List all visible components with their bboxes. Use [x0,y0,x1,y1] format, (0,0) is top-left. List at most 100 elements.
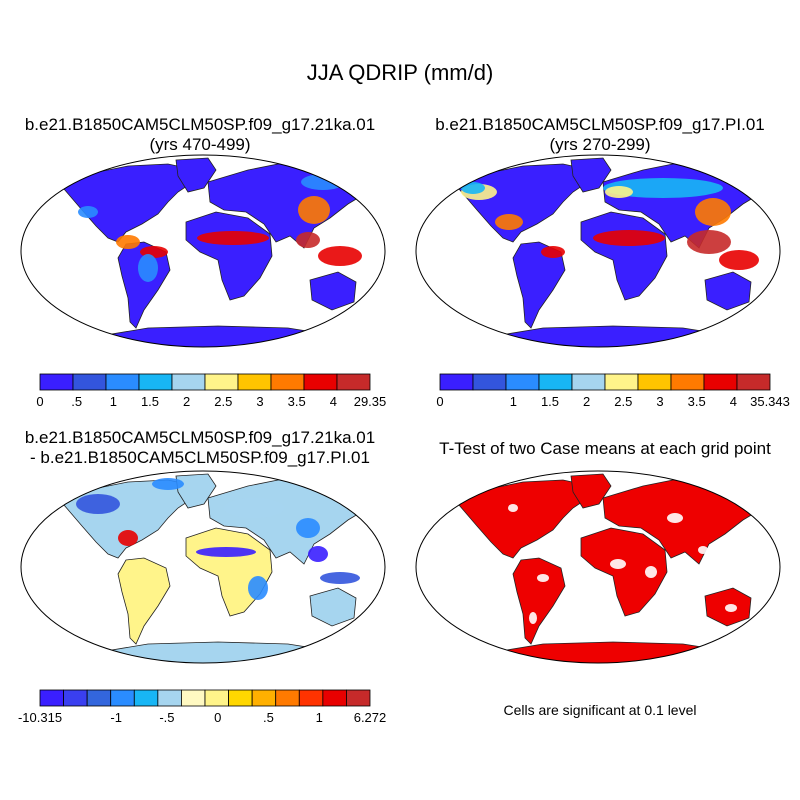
colorbar-tick-label: 3 [656,394,663,409]
landmass-greenland [175,157,217,193]
colorbar-tick-label: 1 [510,394,517,409]
field-region [196,547,256,557]
colorbar-swatch [275,689,300,707]
field-region [118,530,138,546]
colorbar-swatch [604,373,639,391]
map-panel-tl [20,154,386,348]
panel-tr-title-line1: b.e21.B1850CAM5CLM50SP.f09_g17.PI.01 [435,115,765,134]
colorbar-swatch [39,689,64,707]
significance-note: Cells are significant at 0.1 level [503,702,697,718]
map-panel-br [415,470,781,664]
map-border [415,154,781,348]
field-region [296,232,320,248]
colorbar-swatch [105,373,140,391]
field-region [318,246,362,266]
colorbar-swatch [322,689,347,707]
field-region [76,494,120,514]
colorbar-tick-label: .5 [71,394,82,409]
colorbar-tick-label: -.5 [159,710,174,725]
colorbar-tick-label: 2 [183,394,190,409]
field-region [298,196,330,224]
panel-tl-title-line2: (yrs 470-499) [149,135,251,154]
map-border [415,470,781,664]
panel-bl-title: b.e21.B1850CAM5CLM50SP.f09_g17.21ka.01 -… [0,428,400,468]
colorbar-swatch [346,689,371,707]
panel-bl-title-line2: - b.e21.B1850CAM5CLM50SP.f09_g17.PI.01 [30,448,370,467]
field-region [116,235,140,249]
field-region [687,230,731,254]
landmass-north-america [57,163,197,243]
panel-br-title: T-Test of two Case means at each grid po… [439,439,771,458]
field-region [610,559,626,569]
panel-tl-title-line1: b.e21.B1850CAM5CLM50SP.f09_g17.21ka.01 [24,115,376,134]
field-region [197,231,269,245]
field-region [152,478,184,490]
panel-bl-title-line1: b.e21.B1850CAM5CLM50SP.f09_g17.21ka.01 [24,428,376,447]
field-region [541,246,565,258]
colorbar-swatch [303,373,338,391]
field-region [138,254,158,282]
panel-tl-title: b.e21.B1850CAM5CLM50SP.f09_g17.21ka.01 (… [0,115,400,155]
colorbar-swatch [39,373,74,391]
colorbar-tick-label: 3.5 [688,394,706,409]
figure-title: JJA QDRIP (mm/d) [306,60,494,85]
colorbar-tick-label: -10.315 [18,710,62,725]
colorbar-tick-label: 6.272 [354,710,387,725]
colorbar-bl: -10.315 -1 -.5 0 .5 1 6.272 [18,689,387,725]
colorbar-swatch [637,373,672,391]
field-region [128,568,156,608]
colorbar-tick-label: 35.343 [750,394,790,409]
colorbar-swatch [538,373,573,391]
field-region [605,186,633,198]
colorbar-tick-label: 2.5 [214,394,232,409]
field-region [320,572,360,584]
colorbar-tick-label: 4 [330,394,337,409]
landmass-greenland [570,473,612,509]
colorbar-tr: 0 1 1.5 2 2.5 3 3.5 4 35.343 [436,373,790,409]
field-region [224,498,284,518]
colorbar-swatch [204,689,229,707]
colorbar-swatch [86,689,112,707]
colorbar-tick-label: -1 [110,710,122,725]
colorbar-tick-label: 0 [214,710,221,725]
landmass-north-america [452,479,592,559]
field-region [495,214,523,230]
colorbar-tick-label: 0 [436,394,443,409]
field-region [461,182,485,194]
landmass-australia [309,587,357,627]
field-region [508,504,518,512]
colorbar-swatch [63,689,88,707]
landmass-australia [309,271,357,311]
field-region [537,574,549,582]
panel-tr-title: b.e21.B1850CAM5CLM50SP.f09_g17.PI.01 (yr… [400,115,800,155]
field-region [719,250,759,270]
colorbar-swatch [571,373,606,391]
landmass-africa [580,527,668,617]
colorbar-swatch [736,373,771,391]
colorbar-swatch [336,373,371,391]
colorbar-swatch [204,373,239,391]
colorbar-swatch [251,689,277,707]
field-region [667,513,683,523]
colorbar-tick-label: 2.5 [614,394,632,409]
colorbar-swatch [439,373,474,391]
colorbar-swatch [270,373,305,391]
colorbar-swatch [133,689,159,707]
map-panel-tr [415,154,781,348]
colorbar-tick-label: 3 [256,394,263,409]
landmass-australia [704,271,752,311]
colorbar-tick-label: .5 [263,710,274,725]
map-border [20,470,386,664]
landmass-north-america [452,163,592,243]
colorbar-tick-label: 29.35 [354,394,387,409]
map-panel-bl [20,470,386,664]
field-region [296,518,320,538]
colorbar-swatch [138,373,173,391]
field-region [78,206,98,218]
colorbar-swatch [72,373,107,391]
colorbar-swatch [472,373,507,391]
field-region [725,604,737,612]
colorbar-swatch [237,373,272,391]
colorbar-swatch [181,689,206,707]
colorbar-swatch [110,689,135,707]
